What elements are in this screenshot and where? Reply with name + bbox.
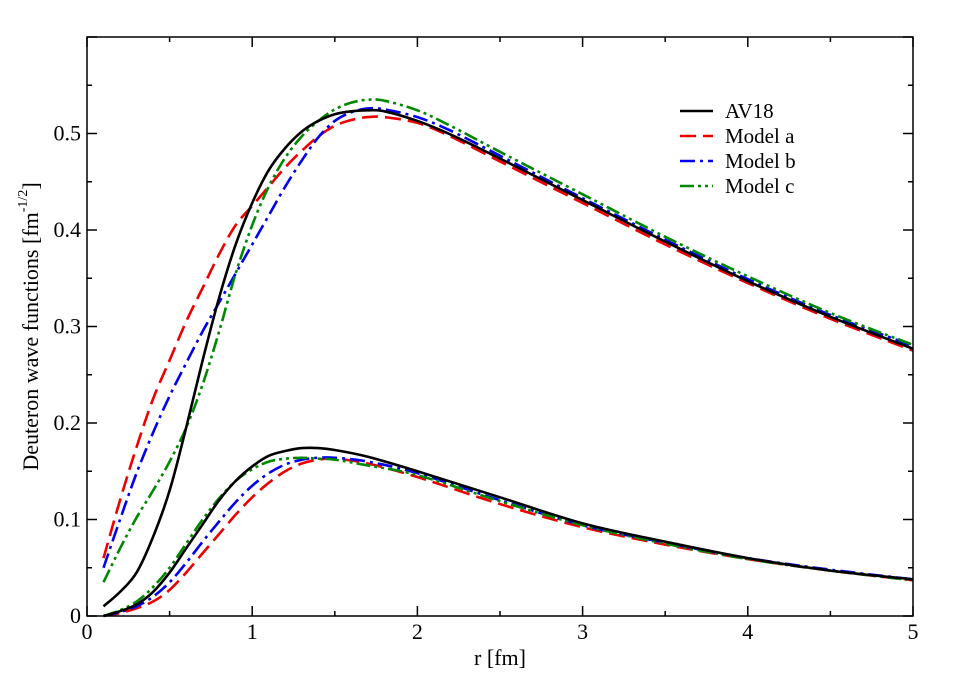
y-axis-label: Deuteron wave functions [fm-1/2] [16, 182, 43, 470]
series-model-c-w-line [103, 456, 914, 618]
series-model-a-u-line [102, 115, 914, 559]
y-axis-label-close: ] [18, 182, 43, 189]
y-axis-label-main: Deuteron wave functions [fm [18, 212, 43, 470]
series-av18-w-line [103, 446, 914, 618]
x-tick-label: 4 [742, 619, 753, 644]
y-tick-label: 0.3 [54, 314, 82, 339]
y-tick-label: 0.1 [54, 507, 82, 532]
axis-tick-labels: 0 1 2 3 4 5 0 0.1 0.2 0.3 0.4 0.5 [54, 121, 919, 645]
legend-label-model-c: Model c [725, 174, 794, 198]
y-tick-label: 0.5 [54, 121, 82, 146]
y-tick-label: 0.2 [54, 410, 82, 435]
y-tick-label: 0.4 [54, 217, 82, 242]
x-tick-label: 1 [247, 619, 258, 644]
series-model-b-u-line [102, 106, 914, 569]
y-tick-label: 0 [70, 603, 81, 628]
x-tick-label: 0 [82, 619, 93, 644]
x-tick-label: 5 [908, 619, 919, 644]
x-tick-label: 3 [577, 619, 588, 644]
x-axis-label: r [fm] [474, 645, 526, 670]
legend-label-model-b: Model b [725, 149, 796, 173]
axis-ticks [86, 36, 914, 617]
legend-label-av18: AV18 [725, 99, 774, 123]
series-av18-u-line [102, 108, 914, 608]
y-axis-label-superscript: -1/2 [16, 190, 31, 213]
series-model-a-w-line [103, 457, 914, 618]
series-curves [102, 98, 914, 618]
x-tick-label: 2 [412, 619, 423, 644]
legend-label-model-a: Model a [725, 124, 795, 148]
